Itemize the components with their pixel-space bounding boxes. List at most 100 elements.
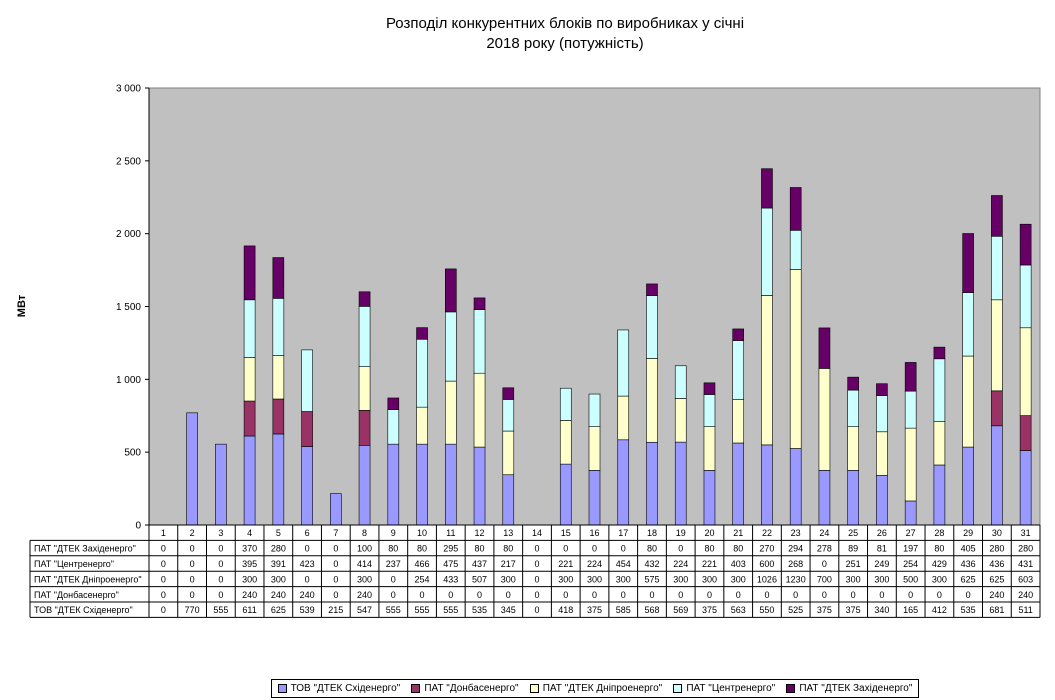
y-tick-label: 1 500: [116, 302, 141, 313]
data-label: 280: [1018, 544, 1033, 554]
bar-segment: [847, 470, 859, 526]
bar-segment: [703, 470, 716, 526]
data-label: 625: [271, 605, 286, 615]
chart-title-line-1: Розподіл конкурентних блоків по виробник…: [385, 15, 745, 32]
x-tick-label: 14: [532, 528, 542, 538]
legend-label: ТОВ "ДТЕК Східенерго": [290, 683, 401, 694]
data-label: 300: [874, 574, 889, 584]
x-tick-label: 22: [762, 528, 772, 538]
data-label: 555: [213, 605, 228, 615]
data-label: 0: [333, 574, 338, 584]
data-label: 0: [736, 590, 741, 600]
data-label: 511: [1018, 605, 1032, 615]
data-label: 391: [271, 559, 286, 569]
data-label: 0: [448, 590, 453, 600]
data-label: 0: [764, 590, 769, 600]
bar-segment: [1019, 264, 1032, 329]
bar-segment: [962, 446, 974, 526]
data-label: 0: [592, 544, 597, 554]
legend-swatch: [673, 684, 683, 693]
data-label: 0: [822, 590, 827, 600]
bar-segment: [617, 395, 630, 441]
data-label: 300: [702, 574, 717, 584]
data-label: 423: [300, 559, 315, 569]
bar-segment: [416, 327, 428, 340]
x-tick-label: 9: [391, 528, 396, 538]
bar-segment: [588, 426, 601, 471]
legend-label: ПАТ "ДТЕК Дніпроенерго": [542, 683, 663, 694]
data-label: 0: [937, 590, 942, 600]
data-label: 197: [903, 544, 918, 554]
data-label: 221: [702, 559, 717, 569]
x-tick-label: 16: [589, 528, 599, 538]
x-tick-label: 26: [877, 528, 887, 538]
data-label: 568: [644, 605, 659, 615]
x-tick-label: 25: [848, 528, 858, 538]
bar-segment: [473, 297, 486, 310]
data-label: 89: [848, 544, 858, 554]
data-label: 100: [357, 544, 372, 554]
data-label: 0: [621, 590, 626, 600]
data-label: 0: [391, 574, 396, 584]
data-label: 0: [161, 544, 166, 554]
bar-segment: [473, 309, 486, 374]
bar-segment: [818, 368, 831, 471]
legend-label: ПАТ "Донбасенерго": [424, 683, 519, 694]
bar-segment: [703, 394, 716, 427]
bar-segment: [502, 474, 515, 526]
data-label: 240: [1018, 590, 1033, 600]
data-label: 395: [242, 559, 257, 569]
data-label: 249: [874, 559, 889, 569]
data-label: 550: [759, 605, 774, 615]
bar-segment: [444, 311, 457, 382]
bar-segment: [646, 283, 658, 296]
data-label: 0: [535, 559, 540, 569]
bar-segment: [330, 493, 342, 526]
data-label: 280: [989, 544, 1004, 554]
data-label: 547: [357, 605, 372, 615]
x-tick-label: 11: [446, 528, 455, 538]
data-label: 700: [817, 574, 832, 584]
data-label: 0: [678, 590, 683, 600]
data-label: 221: [558, 559, 573, 569]
data-label: 429: [932, 559, 947, 569]
data-label: 240: [357, 590, 372, 600]
data-label: 525: [788, 605, 803, 615]
bar-segment: [1019, 450, 1032, 526]
x-tick-label: 8: [362, 528, 367, 538]
data-label: 217: [501, 559, 516, 569]
data-label: 0: [218, 559, 223, 569]
legend-label: ПАТ "ДТЕК Західенерго": [799, 683, 913, 694]
data-label: 431: [1018, 559, 1033, 569]
data-label: 0: [190, 544, 195, 554]
data-label: 224: [673, 559, 688, 569]
data-label: 0: [851, 590, 856, 600]
x-tick-label: 3: [218, 528, 223, 538]
bar-segment: [962, 355, 974, 448]
bar-segment: [243, 245, 256, 301]
bar-segment: [243, 435, 256, 526]
bar-segment: [444, 268, 457, 313]
chart-title-line-2: 2018 року (потужність): [486, 35, 644, 52]
data-label: 0: [966, 590, 971, 600]
data-label: 215: [328, 605, 343, 615]
bar-segment: [761, 207, 773, 296]
bar-segment: [1019, 415, 1032, 451]
bar-segment: [186, 412, 198, 526]
y-tick-label: 2 500: [116, 156, 141, 167]
x-tick-label: 24: [819, 528, 829, 538]
data-label: 1026: [757, 574, 777, 584]
bar-segment: [789, 230, 802, 270]
bar-segment: [876, 395, 888, 433]
data-label: 0: [649, 590, 654, 600]
bar-segment: [588, 470, 601, 526]
bar-segment: [674, 398, 687, 443]
data-label: 569: [673, 605, 688, 615]
data-label: 0: [161, 574, 166, 584]
data-label: 466: [415, 559, 430, 569]
bar-segment: [732, 442, 745, 526]
bar-segment: [991, 235, 1003, 301]
data-label: 681: [989, 605, 1004, 615]
x-tick-label: 6: [305, 528, 310, 538]
bar-segment: [473, 446, 486, 526]
